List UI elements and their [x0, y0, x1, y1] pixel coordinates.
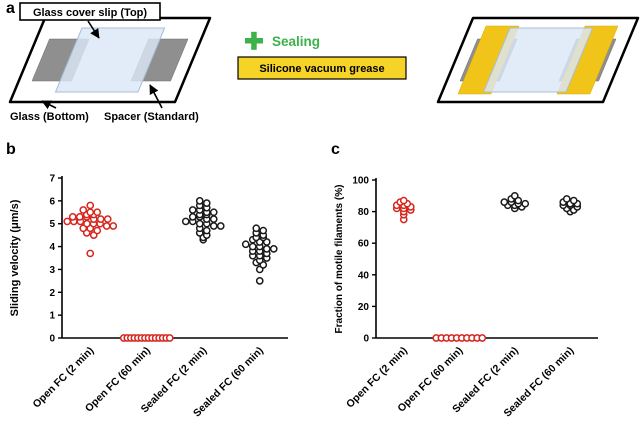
data-point — [255, 277, 264, 285]
y-axis-title: Sliding velocity (μm/s) — [9, 199, 21, 316]
data-point — [103, 215, 112, 223]
data-point — [562, 195, 571, 203]
data-point — [248, 242, 257, 251]
data-point — [252, 224, 261, 233]
cover-slip-label: Glass cover slip (Top) — [33, 7, 147, 19]
y-tick-label: 20 — [358, 302, 370, 313]
data-point — [209, 222, 218, 230]
glass-bottom-label: Glass (Bottom) — [10, 111, 89, 123]
data-point — [86, 249, 95, 258]
data-point — [188, 206, 197, 214]
grease-label: Silicone vacuum grease — [259, 63, 384, 75]
data-point — [93, 208, 102, 217]
data-point — [259, 226, 268, 235]
data-point — [202, 199, 211, 207]
y-tick-label: 5 — [49, 219, 55, 230]
y-tick-label: 7 — [49, 174, 55, 185]
cover-slip-shape — [482, 27, 594, 93]
sealed-flow-cell-drawing — [436, 16, 640, 104]
panel-c-letter: c — [331, 141, 340, 158]
data-point — [109, 222, 118, 230]
y-tick-label: 2 — [49, 288, 55, 299]
cover-slip-shape — [54, 27, 166, 93]
spacer-label: Spacer (Standard) — [104, 111, 199, 123]
panel-a-diagram: Glass cover slip (Top) Glass (Bottom) Sp… — [8, 2, 640, 123]
y-tick-label: 6 — [49, 196, 55, 207]
open-flow-cell-drawing — [8, 16, 212, 104]
data-point — [188, 213, 197, 221]
data-point — [68, 213, 77, 221]
y-tick-label: 4 — [49, 242, 55, 253]
data-point — [269, 245, 278, 253]
data-point — [96, 215, 105, 223]
data-point — [93, 226, 102, 235]
sealing-annotation: Sealing Silicone vacuum grease — [237, 31, 407, 80]
spacer-arrow — [149, 84, 163, 109]
data-point — [241, 240, 250, 249]
category-label: Open FC (2 min) — [31, 345, 97, 411]
panel-b-letter: b — [6, 141, 16, 158]
data-point — [500, 198, 509, 206]
data-point — [202, 226, 211, 235]
data-point — [521, 199, 530, 208]
data-point — [102, 222, 111, 230]
y-tick-label: 60 — [358, 239, 370, 250]
data-point — [86, 208, 95, 217]
y-tick-label: 100 — [352, 176, 369, 187]
y-tick-label: 0 — [49, 334, 55, 345]
y-tick-label: 80 — [358, 207, 370, 218]
y-tick-label: 3 — [49, 265, 55, 276]
plus-icon — [251, 31, 257, 50]
motile-fraction-chart: 0 20 40 60 80 100 Fraction of motile filaments… — [334, 176, 598, 420]
data-point — [569, 196, 578, 205]
panel-a-letter: a — [6, 0, 15, 17]
data-point — [399, 196, 408, 205]
y-tick-label: 0 — [363, 334, 369, 345]
sealing-label: Sealing — [272, 34, 320, 49]
data-point — [209, 215, 218, 223]
data-point — [181, 217, 190, 226]
cover-slip-label-box — [19, 2, 161, 21]
y-tick-label: 40 — [358, 270, 370, 281]
data-point — [75, 213, 84, 221]
data-point — [86, 201, 95, 210]
data-point — [216, 222, 225, 230]
data-point — [195, 219, 204, 228]
y-axis-title: Fraction of motile filaments (%) — [334, 185, 345, 334]
data-point — [165, 334, 174, 342]
data-point — [478, 334, 487, 342]
cover-slip-arrow — [87, 20, 100, 39]
data-point — [510, 191, 519, 200]
data-point — [83, 219, 91, 228]
grease-label-box — [237, 56, 407, 80]
sliding-velocity-chart: 0 1 2 3 4 5 6 7 Sliding velocity (μm/s) Open FC (… — [9, 174, 288, 420]
glass-bottom-arrow — [41, 100, 57, 110]
data-point — [262, 245, 271, 253]
data-point — [79, 206, 88, 214]
data-point — [195, 197, 204, 205]
data-point — [63, 217, 72, 226]
data-point — [209, 208, 218, 217]
y-tick-label: 1 — [49, 311, 55, 322]
